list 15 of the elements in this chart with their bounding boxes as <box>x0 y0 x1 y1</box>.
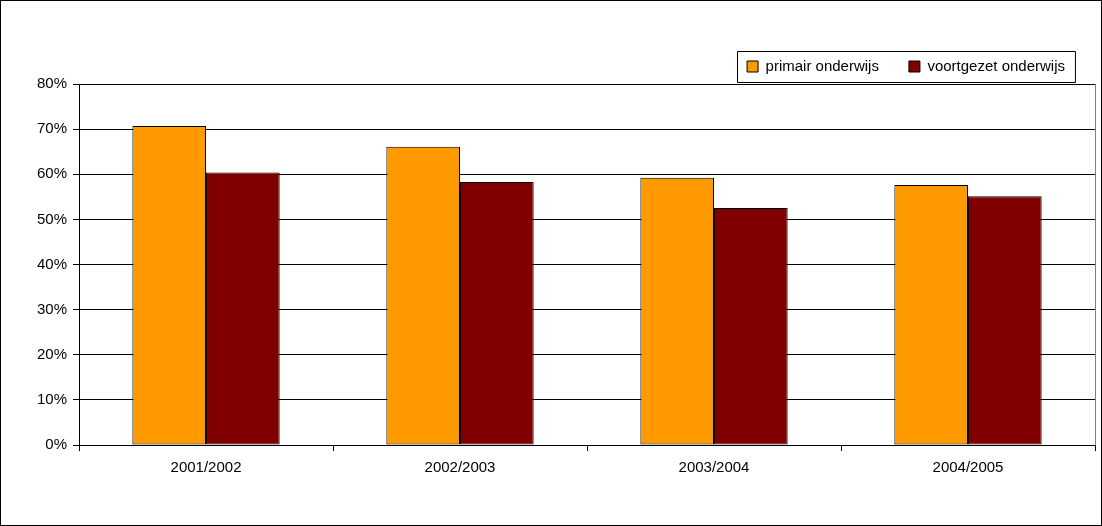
x-tick-label: 2004/2005 <box>932 458 1004 476</box>
y-tick-label: 40% <box>36 254 68 272</box>
y-tick-label: 70% <box>36 119 68 137</box>
y-tick-label: 80% <box>36 74 68 92</box>
x-tick-label: 2003/2004 <box>678 458 750 476</box>
y-tick-label: 10% <box>36 390 68 408</box>
y-tick-label: 20% <box>36 344 68 362</box>
y-tick-label: 0% <box>45 435 68 453</box>
y-tick-label: 60% <box>36 164 68 182</box>
y-tick-label: 50% <box>36 209 68 227</box>
x-tick-label: 2002/2003 <box>424 458 496 476</box>
legend-label: primair onderwijs <box>765 56 879 74</box>
x-tick-label: 2001/2002 <box>170 458 242 476</box>
legend-label: voortgezet onderwijs <box>927 56 1066 74</box>
y-tick-label: 30% <box>36 299 68 317</box>
